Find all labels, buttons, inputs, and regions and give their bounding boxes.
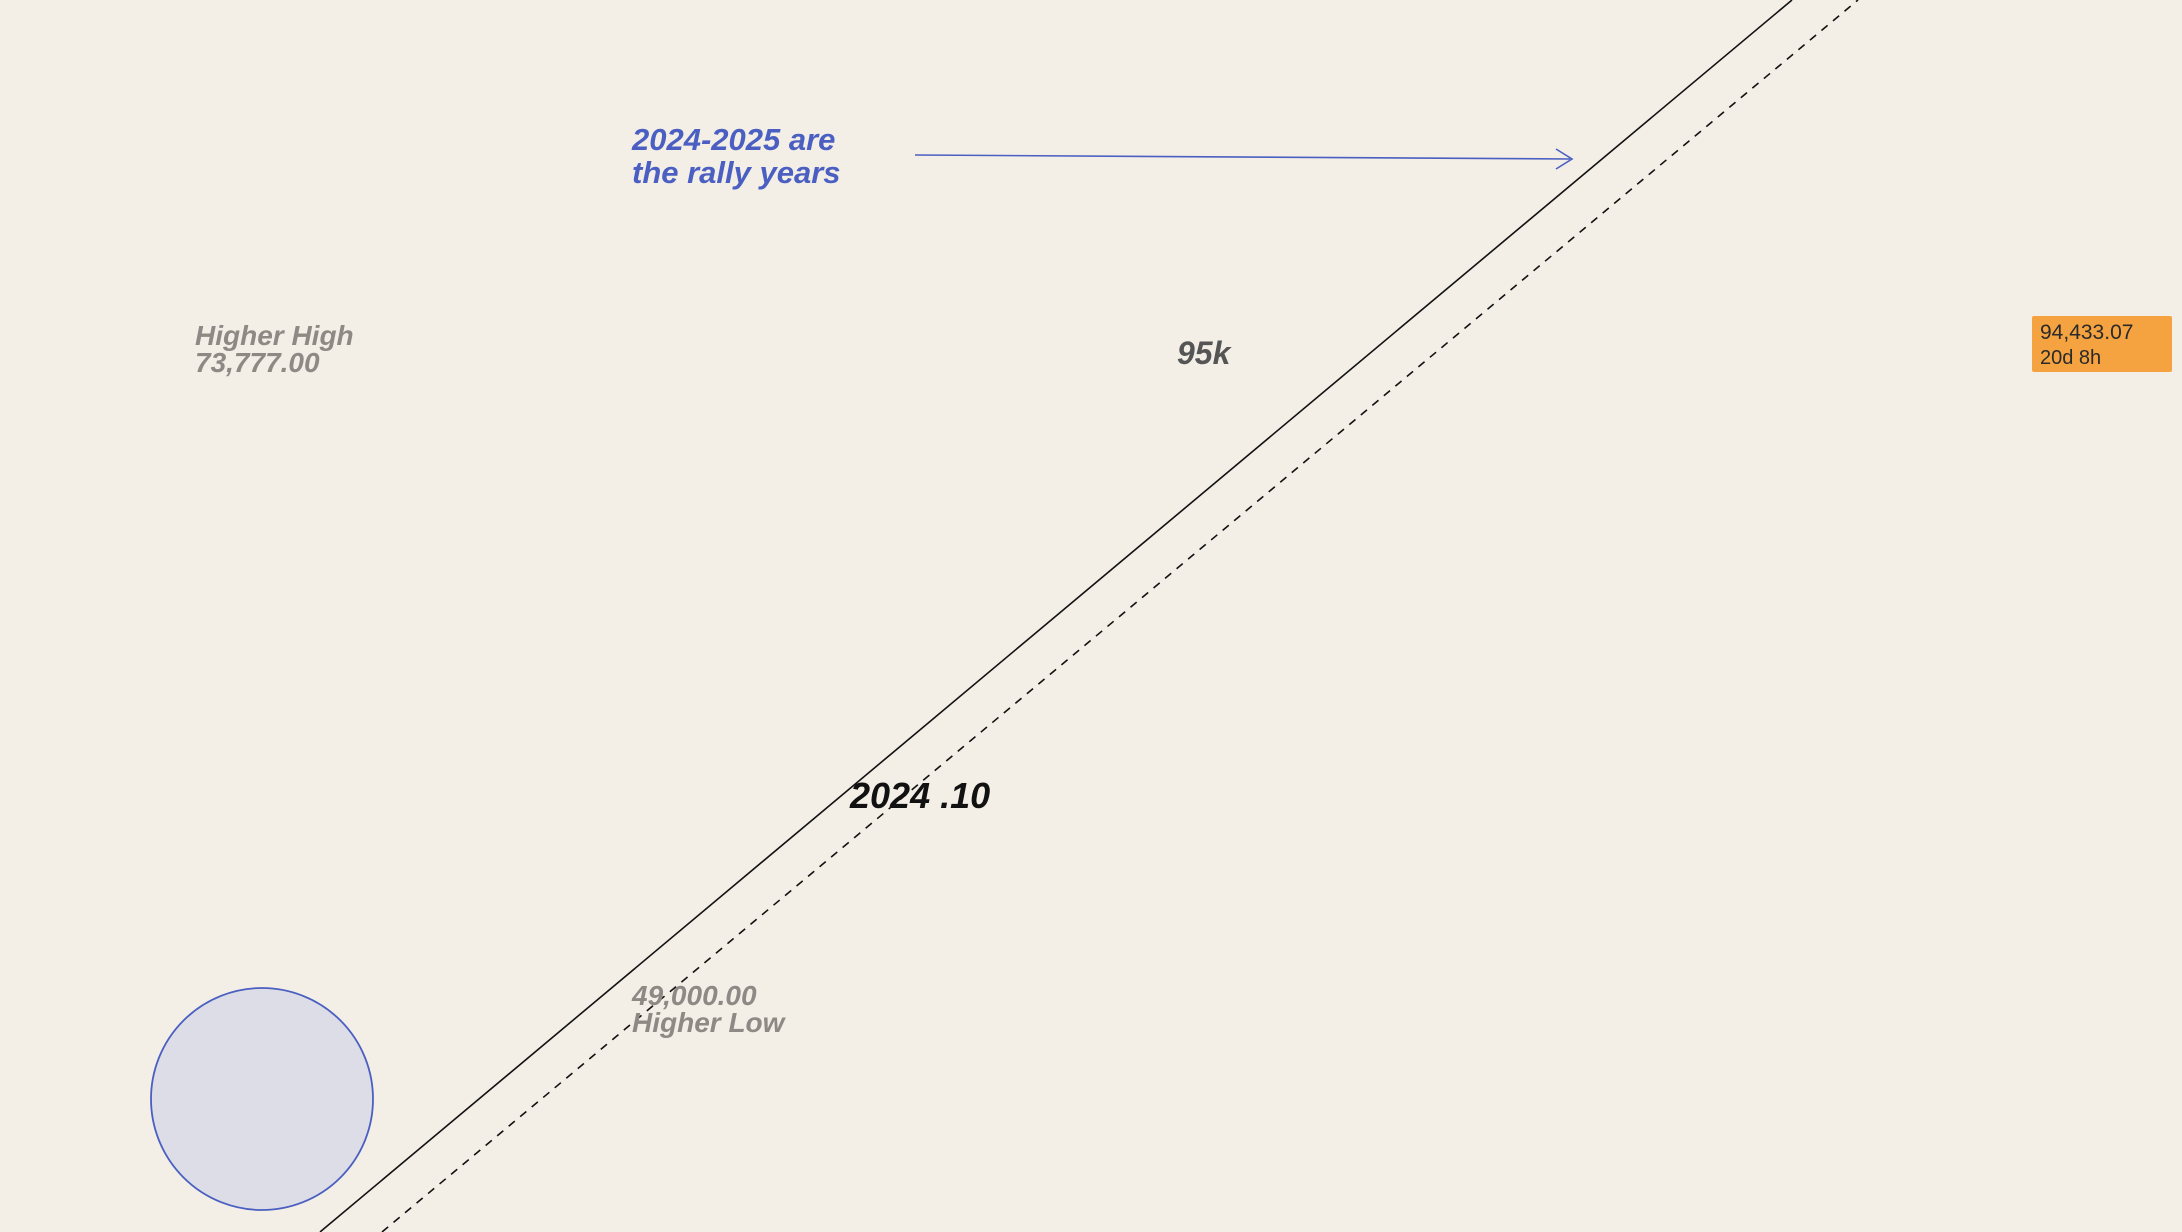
- higher-high-value: 73,777.00: [195, 347, 320, 378]
- higher-low-value: 49,000.00: [631, 980, 757, 1011]
- price-tag-box: [2032, 316, 2172, 372]
- trendline-dashed: [381, 0, 1859, 1232]
- trendline-solid: [319, 0, 1793, 1232]
- target-label: 95k: [1177, 335, 1233, 371]
- higher-high-title: Higher High: [195, 320, 354, 351]
- highlight-circle: [150, 987, 374, 1211]
- price-tag-countdown: 20d 8h: [2040, 347, 2101, 369]
- higher-low-title: Higher Low: [632, 1007, 787, 1038]
- price-tag-value: 94,433.07: [2040, 321, 2133, 344]
- rally-arrow-head: [1555, 148, 1574, 170]
- rally-arrow-line: [914, 154, 1571, 160]
- date-label: 2024 .10: [849, 775, 990, 816]
- rally-note-line1: 2024-2025 are: [631, 122, 835, 157]
- rally-note-line2: the rally years: [632, 155, 841, 190]
